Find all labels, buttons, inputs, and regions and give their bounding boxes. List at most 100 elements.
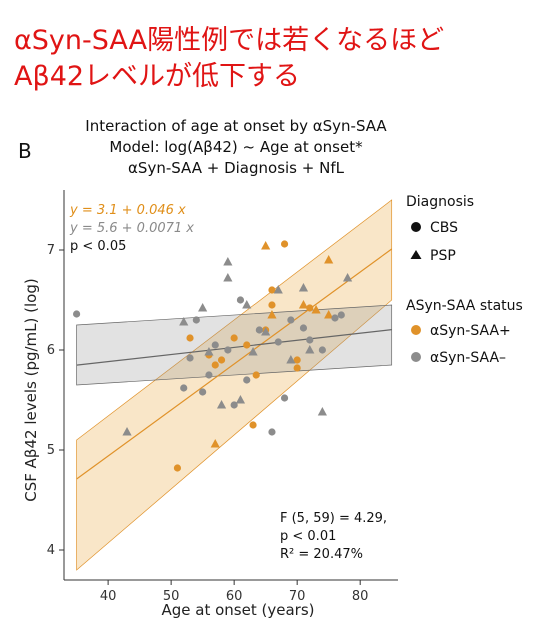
data-point-0-17 (261, 241, 271, 250)
stats-p: p < 0.01 (280, 529, 336, 544)
chart-subtitle-2: αSyn-SAA + Diagnosis + NfL (128, 159, 345, 177)
data-point-0-19 (298, 300, 309, 309)
legend-pos-marker (411, 325, 421, 335)
data-point-1-19 (331, 314, 339, 322)
data-point-1-21 (122, 427, 132, 436)
data-point-1-30 (248, 347, 258, 356)
data-point-1-11 (255, 326, 263, 334)
data-point-1-37 (342, 273, 353, 282)
x-ticks: 40 50 60 70 80 (100, 580, 369, 604)
data-point-1-0 (73, 310, 81, 318)
data-point-1-6 (211, 341, 219, 349)
data-point-0-12 (280, 240, 289, 248)
data-point-0-15 (306, 304, 314, 312)
data-point-0-13 (293, 356, 301, 364)
data-point-1-33 (286, 355, 296, 364)
data-point-0-5 (230, 334, 238, 342)
data-point-0-20 (311, 305, 321, 314)
data-point-0-6 (243, 341, 251, 349)
y-tick-label-6: 6 (47, 343, 55, 358)
data-point-1-23 (198, 303, 208, 312)
data-point-0-4 (217, 356, 226, 364)
fit-line-0 (76, 248, 393, 480)
legend-cbs-marker (411, 222, 421, 232)
data-point-1-36 (317, 407, 327, 416)
data-point-0-18 (267, 310, 277, 319)
x-tick-label-80: 80 (352, 589, 369, 604)
x-tick-label-70: 70 (289, 589, 306, 604)
data-points (73, 240, 353, 472)
y-ticks: 4 5 6 7 (47, 243, 64, 558)
data-point-0-22 (324, 310, 334, 319)
data-point-1-12 (268, 428, 276, 436)
data-point-1-32 (273, 285, 283, 294)
chart-subtitle-1: Model: log(Aβ42) ~ Age at onset* (109, 138, 363, 156)
data-point-1-10 (243, 376, 251, 384)
chart-title: Interaction of age at onset by αSyn-SAA (85, 117, 387, 135)
confidence-band-1 (76, 304, 393, 386)
legend-color-title: ASyn-SAA status (406, 298, 523, 314)
headline-line-2: Aβ42レベルが低下する (14, 61, 301, 92)
legend-shape-title: Diagnosis (406, 194, 474, 210)
data-point-1-2 (186, 354, 194, 362)
headline-line-1: αSyn-SAA陽性例では若くなるほど (14, 25, 445, 56)
data-point-0-21 (324, 255, 334, 264)
data-point-1-34 (298, 283, 309, 292)
data-point-0-10 (268, 301, 276, 309)
data-point-1-1 (180, 384, 188, 392)
data-point-1-24 (204, 347, 214, 356)
data-point-0-14 (293, 364, 301, 372)
legend-psp-marker (410, 250, 422, 259)
x-tick-label-40: 40 (100, 589, 117, 604)
data-point-1-31 (261, 327, 271, 336)
data-point-0-8 (252, 371, 260, 379)
legend-neg-marker (411, 352, 421, 362)
stats-f: F (5, 59) = 4.29, (280, 511, 387, 526)
data-point-1-27 (223, 257, 233, 266)
fit-line-1 (76, 329, 392, 366)
y-tick-label-7: 7 (47, 243, 55, 258)
x-tick-label-60: 60 (226, 589, 243, 604)
data-point-1-16 (299, 324, 308, 332)
fit-lines (76, 248, 393, 480)
confidence-bands (76, 199, 393, 571)
equation-neg: y = 5.6 + 0.0071 x (69, 221, 194, 236)
data-point-1-25 (216, 400, 227, 409)
data-point-1-28 (235, 395, 246, 404)
data-point-1-35 (305, 345, 315, 354)
data-point-1-29 (242, 300, 252, 309)
y-axis-label: CSF Aβ42 levels (pg/mL) (log) (22, 278, 40, 501)
panel-label: B (18, 139, 32, 163)
data-point-1-22 (179, 317, 189, 326)
data-point-0-3 (211, 361, 219, 369)
data-point-0-0 (173, 464, 182, 472)
data-point-1-26 (223, 273, 233, 282)
data-point-0-1 (186, 334, 194, 342)
legend-psp-label: PSP (430, 248, 456, 264)
legend-cbs-label: CBS (430, 220, 458, 236)
data-point-1-5 (205, 371, 213, 379)
data-point-1-13 (274, 338, 282, 346)
data-point-0-11 (268, 286, 276, 294)
data-point-1-14 (280, 394, 289, 402)
data-point-1-17 (306, 336, 314, 344)
data-point-1-9 (236, 296, 245, 304)
data-point-1-3 (192, 316, 200, 324)
data-point-1-15 (287, 316, 295, 324)
data-point-1-20 (337, 311, 345, 319)
legend-neg-label: αSyn-SAA– (430, 350, 506, 366)
data-point-1-4 (199, 388, 207, 396)
data-point-0-16 (210, 439, 220, 448)
data-point-1-8 (230, 401, 238, 409)
legend-pos-label: αSyn-SAA+ (430, 323, 511, 339)
data-point-1-7 (224, 346, 232, 354)
equation-p: p < 0.05 (70, 239, 126, 254)
data-point-1-18 (318, 346, 326, 354)
x-tick-label-50: 50 (163, 589, 180, 604)
stats-r2: R² = 20.47% (280, 547, 363, 562)
y-tick-label-4: 4 (47, 543, 55, 558)
y-tick-label-5: 5 (47, 443, 55, 458)
x-axis-label: Age at onset (years) (162, 601, 315, 619)
confidence-band-0 (76, 199, 393, 571)
